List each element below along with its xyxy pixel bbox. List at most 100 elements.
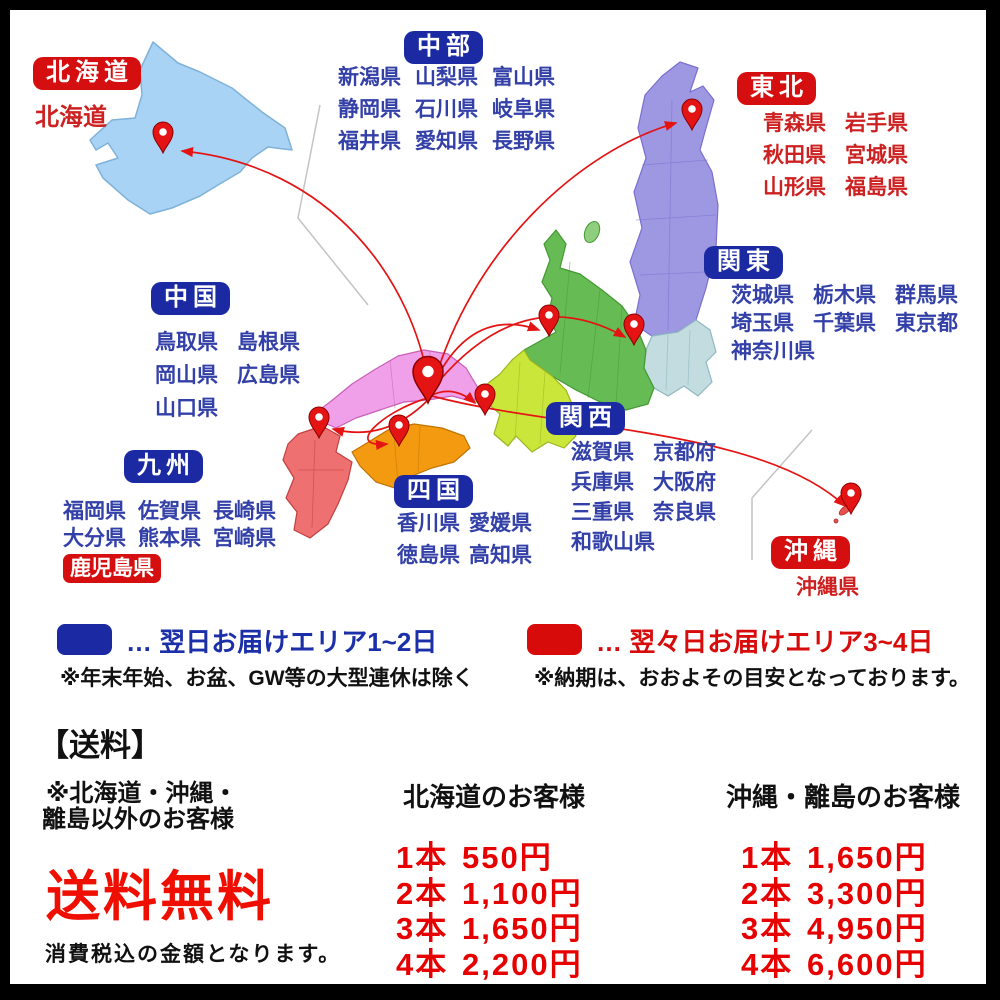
region-label-chugoku: 中国: [151, 282, 230, 315]
pref-item: 青森県: [763, 112, 826, 135]
price-row: 4本 2,200円: [396, 939, 583, 982]
pref-item: 三重県: [571, 501, 634, 524]
pref-item: 愛知県: [415, 130, 478, 153]
region-label-hokkaido: 北海道: [33, 57, 141, 90]
pref-item: 熊本県: [138, 527, 201, 550]
pref-item: 神奈川県: [731, 340, 815, 363]
region-label-kansai: 関西: [546, 402, 625, 435]
pin-tohoku-icon: [681, 98, 703, 132]
pref-item: 大阪府: [653, 471, 716, 494]
prefs-shikoku: 香川県 愛媛県 徳島県 高知県: [397, 508, 532, 572]
pin-kanto-icon: [623, 313, 645, 347]
pref-item: 栃木県: [813, 284, 876, 307]
price-row: 1本 1,650円: [741, 832, 928, 875]
pref-item: 富山県: [492, 66, 555, 89]
price-qty: 1本: [741, 840, 794, 875]
pref-item: 和歌山県: [571, 531, 655, 554]
price-qty: 4本: [741, 946, 794, 982]
region-label-okinawa: 沖縄: [771, 536, 850, 569]
price-col-okinawa-header: 沖縄・離島のお客様: [726, 782, 961, 812]
pref-item: 奈良県: [653, 501, 716, 524]
pref-item: 福島県: [845, 176, 908, 199]
free-area-note-line2: 離島以外のお客様: [42, 806, 234, 833]
prefs-chugoku: 鳥取県 島根県 岡山県 広島県 山口県: [155, 326, 300, 425]
price-row: 2本 3,300円: [741, 868, 928, 911]
arrow-to-kanto: [429, 316, 627, 393]
pin-hokkaido-icon: [152, 121, 174, 155]
map-pins: [152, 98, 862, 516]
pin-shikoku-icon: [388, 414, 410, 448]
pref-item: 沖縄県: [796, 576, 859, 599]
region-shape-kyushu: [282, 425, 353, 539]
pref-item: 鳥取県: [155, 331, 218, 354]
pref-item: 千葉県: [813, 312, 876, 335]
legend-red-label: … 翌々日お届けエリア3~4日: [596, 627, 934, 657]
region-label-shikoku: 四国: [394, 475, 473, 508]
price-col-hokkaido-header: 北海道のお客様: [403, 782, 586, 812]
arrow-to-kyushu: [331, 399, 429, 437]
price-qty: 3本: [741, 911, 794, 946]
price-col-hokkaido: 1本 550円 2本 1,100円 3本 1,650円 4本 2,200円: [396, 832, 583, 982]
pref-item: 広島県: [237, 364, 300, 387]
pref-item-highlighted: 鹿児島県: [63, 554, 161, 583]
prefs-chubu: 新潟県 山梨県 富山県 静岡県 石川県 岐阜県 福井県 愛知県 長野県: [338, 62, 555, 158]
legend-blue-swatch: [57, 624, 112, 655]
pref-item: 京都府: [653, 441, 716, 464]
pref-item: 宮崎県: [213, 527, 276, 550]
price-row: 2本 1,100円: [396, 868, 583, 911]
arrow-to-tohoku: [431, 121, 678, 391]
prefs-kansai: 滋賀県 京都府 兵庫県 大阪府 三重県 奈良県 和歌山県: [571, 438, 716, 558]
legend-red-note: ※納期は、おおよその目安となっております。: [534, 667, 971, 690]
prefs-kanto: 茨城県 栃木県 群馬県 埼玉県 千葉県 東京都 神奈川県: [731, 282, 958, 366]
pref-item: 徳島県: [397, 544, 460, 567]
region-label-kanto: 関東: [704, 246, 783, 279]
pref-item: 佐賀県: [138, 500, 201, 523]
pref-item: 兵庫県: [571, 471, 634, 494]
delivery-arrows: [180, 121, 847, 508]
pref-item: 岡山県: [155, 364, 218, 387]
free-shipping-highlight: 送料無料: [46, 867, 274, 927]
price-row: 1本 550円: [396, 832, 583, 875]
price-value: 1,650円: [807, 840, 928, 875]
prefs-kyushu: 福岡県 佐賀県 長崎県 大分県 熊本県 宮崎県 鹿児島県: [63, 498, 276, 583]
pref-item: 山口県: [155, 397, 218, 420]
pref-item: 宮城県: [845, 144, 908, 167]
pin-chubu-icon: [538, 304, 560, 338]
pref-item: 埼玉県: [731, 312, 794, 335]
price-qty: 2本: [741, 875, 794, 911]
arrow-to-hokkaido: [180, 146, 431, 393]
price-value: 1,100円: [462, 875, 583, 911]
pin-okinawa-icon: [840, 482, 862, 516]
price-row: 3本 1,650円: [396, 903, 583, 946]
frame-top: [0, 0, 1000, 10]
sado-island: [583, 220, 601, 244]
pref-item: 島根県: [237, 331, 300, 354]
pref-item: 北海道: [35, 104, 107, 131]
pref-item: 福井県: [338, 130, 401, 153]
pref-item: 福岡県: [63, 500, 126, 523]
price-value: 4,950円: [807, 911, 928, 946]
pin-kansai-icon: [474, 383, 496, 417]
price-row: 4本 6,600円: [741, 939, 928, 982]
pref-item: 秋田県: [763, 144, 826, 167]
frame-bottom: [0, 984, 1000, 1000]
price-col-okinawa: 1本 1,650円 2本 3,300円 3本 4,950円 4本 6,600円: [741, 832, 928, 982]
price-qty: 4本: [396, 946, 449, 982]
pref-item: 大分県: [63, 527, 126, 550]
pref-item: 滋賀県: [571, 441, 634, 464]
price-value: 6,600円: [807, 946, 928, 982]
legend-blue-note: ※年末年始、お盆、GW等の大型連休は除く: [60, 667, 474, 690]
frame-left: [0, 0, 10, 1000]
price-qty: 1本: [396, 840, 449, 875]
arrow-to-kansai: [429, 390, 477, 405]
pref-item: 茨城県: [731, 284, 794, 307]
prefs-tohoku: 青森県 岩手県 秋田県 宮城県 山形県 福島県: [763, 108, 908, 204]
shipping-heading: 【送料】: [38, 728, 162, 763]
price-value: 2,200円: [462, 946, 583, 982]
pref-item: 山形県: [763, 176, 826, 199]
region-shape-hokkaido: [89, 41, 293, 215]
pref-item: 愛媛県: [469, 512, 532, 535]
arrow-to-shikoku: [367, 397, 429, 451]
price-qty: 3本: [396, 911, 449, 946]
